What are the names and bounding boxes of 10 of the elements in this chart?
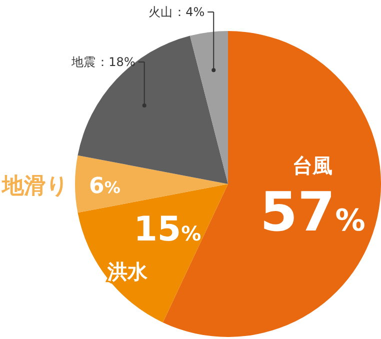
data-label: ：4% — [174, 5, 205, 19]
slice-label: 洪水 — [106, 259, 148, 284]
slice-label: 地震 — [70, 55, 96, 69]
slice-label: 火山 — [148, 5, 173, 19]
data-label: 6% — [89, 174, 120, 199]
slice-label: 台風 — [292, 154, 333, 178]
data-label: 57% — [260, 180, 366, 244]
slice-label: 地滑り — [1, 174, 69, 199]
data-label: ：18% — [96, 55, 136, 69]
data-label: 15% — [134, 209, 202, 250]
